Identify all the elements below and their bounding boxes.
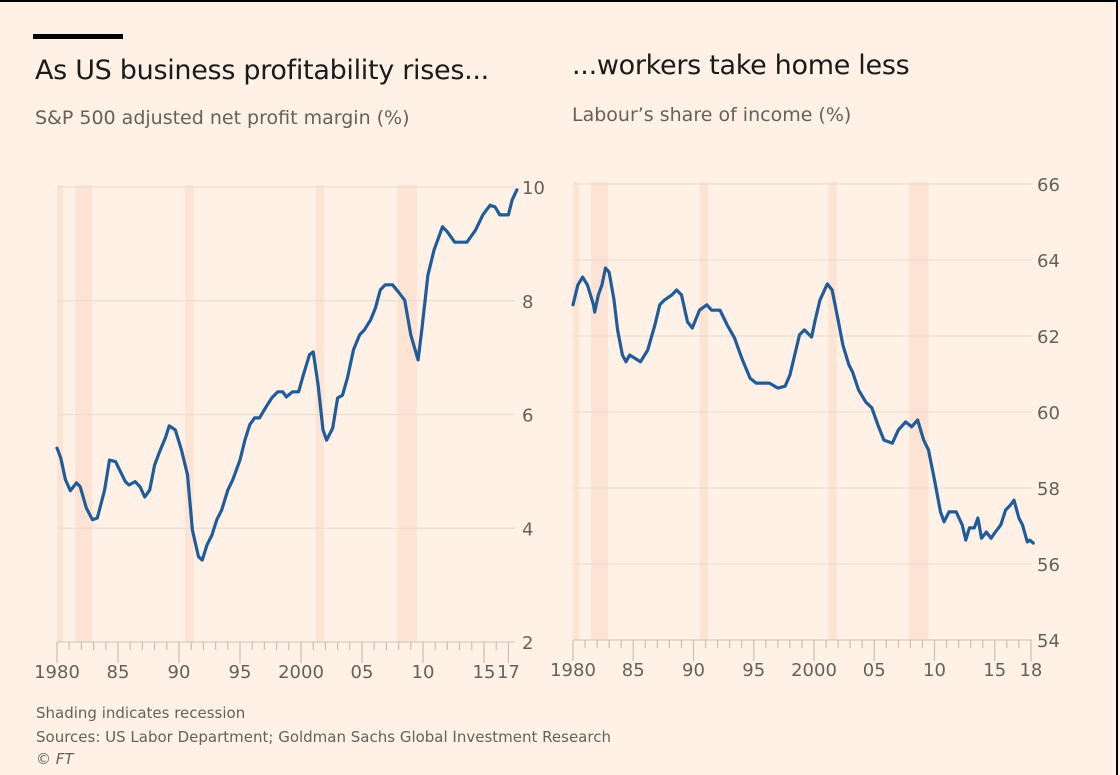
left-recession-band [397, 185, 417, 642]
left-x-tick-label: 2000 [278, 662, 324, 683]
recession-note: Shading indicates recession [36, 704, 246, 722]
left-recession-band [57, 185, 64, 642]
sources-note: Sources: US Labor Department; Goldman Sa… [36, 728, 611, 746]
right-chart-subtitle: Labour’s share of income (%) [572, 104, 852, 126]
right-y-tick-label: 62 [1037, 327, 1060, 348]
right-recession-band [828, 182, 837, 640]
right-x-tick-label: 05 [863, 660, 886, 681]
right-y-tick-label: 54 [1037, 631, 1060, 652]
right-chart-title: ...workers take home less [572, 50, 910, 81]
left-x-tick-label: 15 [473, 662, 496, 683]
right-y-tick-label: 64 [1037, 251, 1060, 272]
left-chart-subtitle: S&P 500 adjusted net profit margin (%) [35, 107, 410, 129]
left-y-tick-label: 4 [522, 519, 533, 540]
right-recession-band [699, 182, 708, 640]
right-y-tick-label: 56 [1037, 555, 1060, 576]
right-x-tick-label: 90 [682, 660, 705, 681]
right-recession-band [573, 182, 580, 640]
right-x-tick-label: 18 [1019, 660, 1042, 681]
right-x-tick-label: 15 [983, 660, 1006, 681]
left-recession-band [185, 185, 194, 642]
right-x-tick-label: 95 [742, 660, 765, 681]
left-series-line [55, 188, 519, 562]
right-x-tick-label: 2000 [791, 660, 837, 681]
right-y-tick-label: 58 [1037, 479, 1060, 500]
copyright: © FT [36, 750, 74, 768]
left-y-tick-label: 8 [522, 292, 533, 313]
left-x-tick-label: 85 [107, 662, 130, 683]
left-x-tick-label: 10 [412, 662, 435, 683]
left-x-tick-label: 90 [168, 662, 191, 683]
left-recession-band [75, 185, 93, 642]
left-y-tick-label: 10 [522, 178, 545, 199]
left-x-tick-label: 95 [229, 662, 252, 683]
left-y-tick-label: 6 [522, 406, 533, 427]
left-x-tick-label: 05 [351, 662, 374, 683]
left-x-tick-label: 17 [497, 662, 520, 683]
right-recession-band [909, 182, 929, 640]
right-x-tick-label: 85 [622, 660, 645, 681]
left-chart-title: As US business profitability rises... [35, 55, 489, 86]
right-x-tick-label: 1980 [550, 660, 596, 681]
right-series-line [571, 266, 1035, 545]
right-y-tick-label: 60 [1037, 403, 1060, 424]
left-y-tick-label: 2 [522, 633, 533, 654]
right-x-tick-label: 10 [923, 660, 946, 681]
right-recession-band [591, 182, 608, 640]
left-x-tick-label: 1980 [34, 662, 80, 683]
ft-accent-bar [33, 34, 123, 39]
right-y-tick-label: 66 [1037, 175, 1060, 196]
